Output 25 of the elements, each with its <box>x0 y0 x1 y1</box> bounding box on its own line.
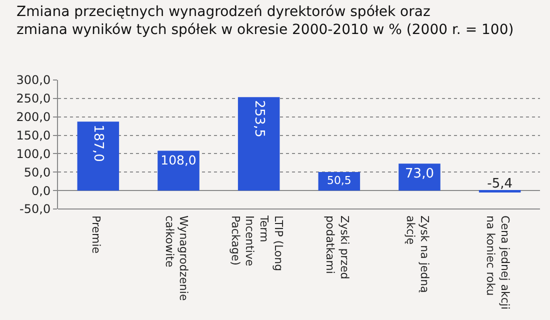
data-label: 108,0 <box>160 152 196 168</box>
x-tick-label: LTIP (Long Term Incentive Package) <box>228 214 285 272</box>
data-label: 73,0 <box>405 166 434 182</box>
y-tick-label: 200,0 <box>16 110 51 124</box>
x-tick-label: Zysk na jedną akcję <box>404 216 432 294</box>
data-label: 50,5 <box>327 174 352 188</box>
x-tick-label: Premie <box>90 216 103 254</box>
data-label: 187,0 <box>90 124 106 162</box>
y-tick-label: -50,0 <box>20 202 51 216</box>
bar <box>238 97 280 191</box>
chart-title: Zmiana przeciętnych wynagrodzeń dyrektorów spółek oraz zmiana wyników tych spółek w okresie 2000-2010 w % (2000 r. = 100) <box>16 4 514 38</box>
y-tick-label: 0,0 <box>32 184 51 198</box>
x-tick-label: Wynagrodzenie całkowite <box>162 216 190 301</box>
bar <box>77 122 120 191</box>
data-label: 253,5 <box>251 100 266 138</box>
y-tick-label: 100,0 <box>16 146 51 161</box>
data-label: -5,4 <box>487 176 513 192</box>
bar <box>398 164 440 191</box>
bar <box>478 190 521 193</box>
y-tick-label: 150,0 <box>16 128 51 142</box>
bar <box>158 150 200 191</box>
x-tick-label: Zyski przed podatkami <box>324 216 351 280</box>
y-tick-label: 50,0 <box>24 165 51 180</box>
y-tick-label: 250,0 <box>16 92 51 106</box>
y-tick-label: 300,0 <box>16 73 51 88</box>
